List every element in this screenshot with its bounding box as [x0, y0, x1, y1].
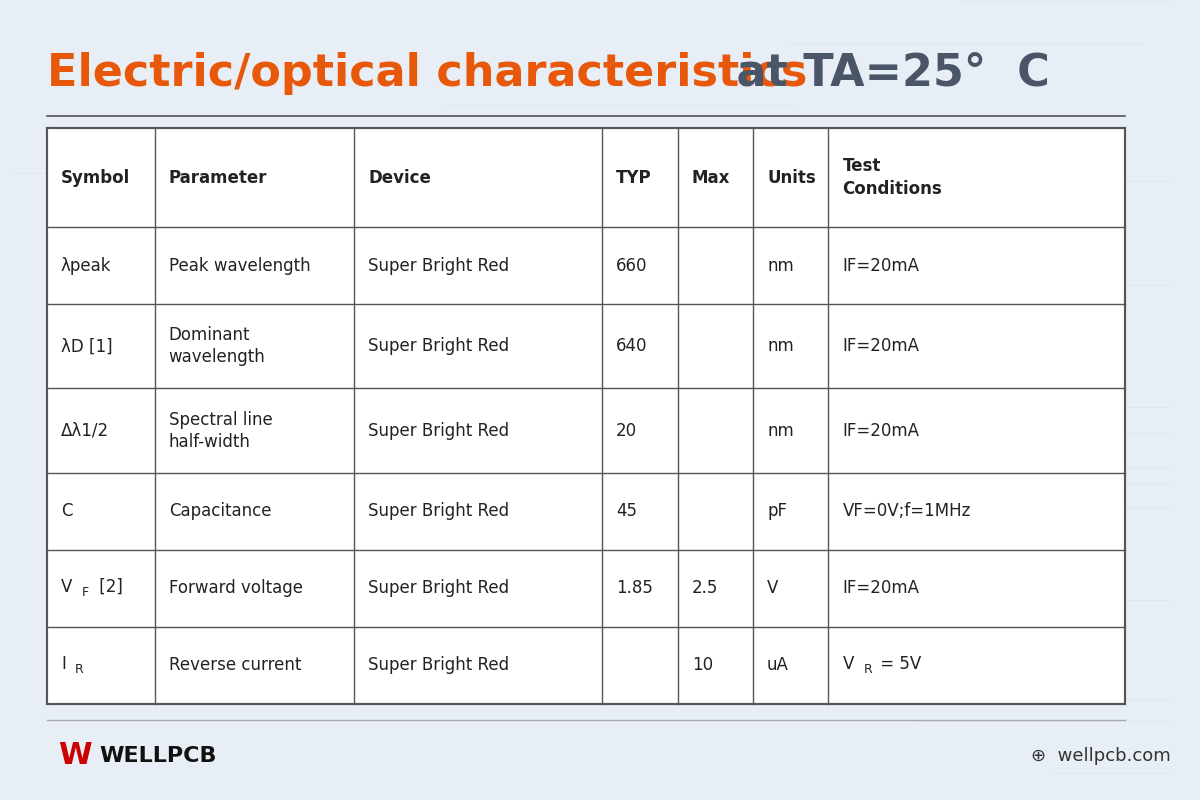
Text: nm: nm [767, 257, 794, 274]
Text: Dominant
wavelength: Dominant wavelength [169, 326, 265, 366]
Text: 1.85: 1.85 [616, 579, 653, 598]
Text: IF=20mA: IF=20mA [842, 422, 919, 440]
Text: Parameter: Parameter [169, 169, 268, 186]
Text: C: C [61, 502, 72, 520]
Text: Forward voltage: Forward voltage [169, 579, 302, 598]
Text: Spectral line
half-width: Spectral line half-width [169, 410, 272, 450]
Text: IF=20mA: IF=20mA [842, 579, 919, 598]
Text: pF: pF [767, 502, 787, 520]
Text: 640: 640 [616, 338, 648, 355]
Text: nm: nm [767, 338, 794, 355]
Text: Super Bright Red: Super Bright Red [368, 338, 509, 355]
Text: IF=20mA: IF=20mA [842, 338, 919, 355]
Text: Electric/optical characteristics: Electric/optical characteristics [47, 52, 808, 95]
Text: 660: 660 [616, 257, 648, 274]
Text: Super Bright Red: Super Bright Red [368, 422, 509, 440]
Text: F: F [82, 586, 89, 599]
Text: V: V [842, 655, 854, 673]
Text: WELLPCB: WELLPCB [100, 746, 217, 766]
Text: Δλ1/2: Δλ1/2 [61, 422, 109, 440]
Text: Device: Device [368, 169, 431, 186]
Text: 45: 45 [616, 502, 637, 520]
Text: nm: nm [767, 422, 794, 440]
Text: VF=0V;f=1MHz: VF=0V;f=1MHz [842, 502, 971, 520]
Text: R: R [74, 663, 84, 676]
Text: V: V [767, 579, 779, 598]
Text: uA: uA [767, 657, 788, 674]
FancyBboxPatch shape [47, 128, 1124, 704]
Text: Super Bright Red: Super Bright Red [368, 257, 509, 274]
Text: Units: Units [767, 169, 816, 186]
Text: [2]: [2] [94, 578, 122, 596]
Text: ⊕  wellpcb.com: ⊕ wellpcb.com [1031, 747, 1171, 765]
Text: TYP: TYP [616, 169, 652, 186]
Text: λD [1]: λD [1] [61, 338, 113, 355]
Text: = 5V: = 5V [875, 655, 922, 673]
Text: Super Bright Red: Super Bright Red [368, 502, 509, 520]
Text: Symbol: Symbol [61, 169, 130, 186]
Text: 20: 20 [616, 422, 637, 440]
Text: I: I [61, 655, 66, 673]
Text: Peak wavelength: Peak wavelength [169, 257, 311, 274]
Text: W: W [59, 742, 92, 770]
Text: Capacitance: Capacitance [169, 502, 271, 520]
Text: Max: Max [691, 169, 730, 186]
Text: Reverse current: Reverse current [169, 657, 301, 674]
Text: Test
Conditions: Test Conditions [842, 158, 942, 198]
Text: V: V [61, 578, 72, 596]
Text: Super Bright Red: Super Bright Red [368, 579, 509, 598]
Text: IF=20mA: IF=20mA [842, 257, 919, 274]
Text: R: R [864, 663, 872, 676]
Text: λpeak: λpeak [61, 257, 112, 274]
Text: Super Bright Red: Super Bright Red [368, 657, 509, 674]
Text: 10: 10 [691, 657, 713, 674]
Text: at TA=25°  C: at TA=25° C [721, 52, 1050, 95]
Text: 2.5: 2.5 [691, 579, 718, 598]
